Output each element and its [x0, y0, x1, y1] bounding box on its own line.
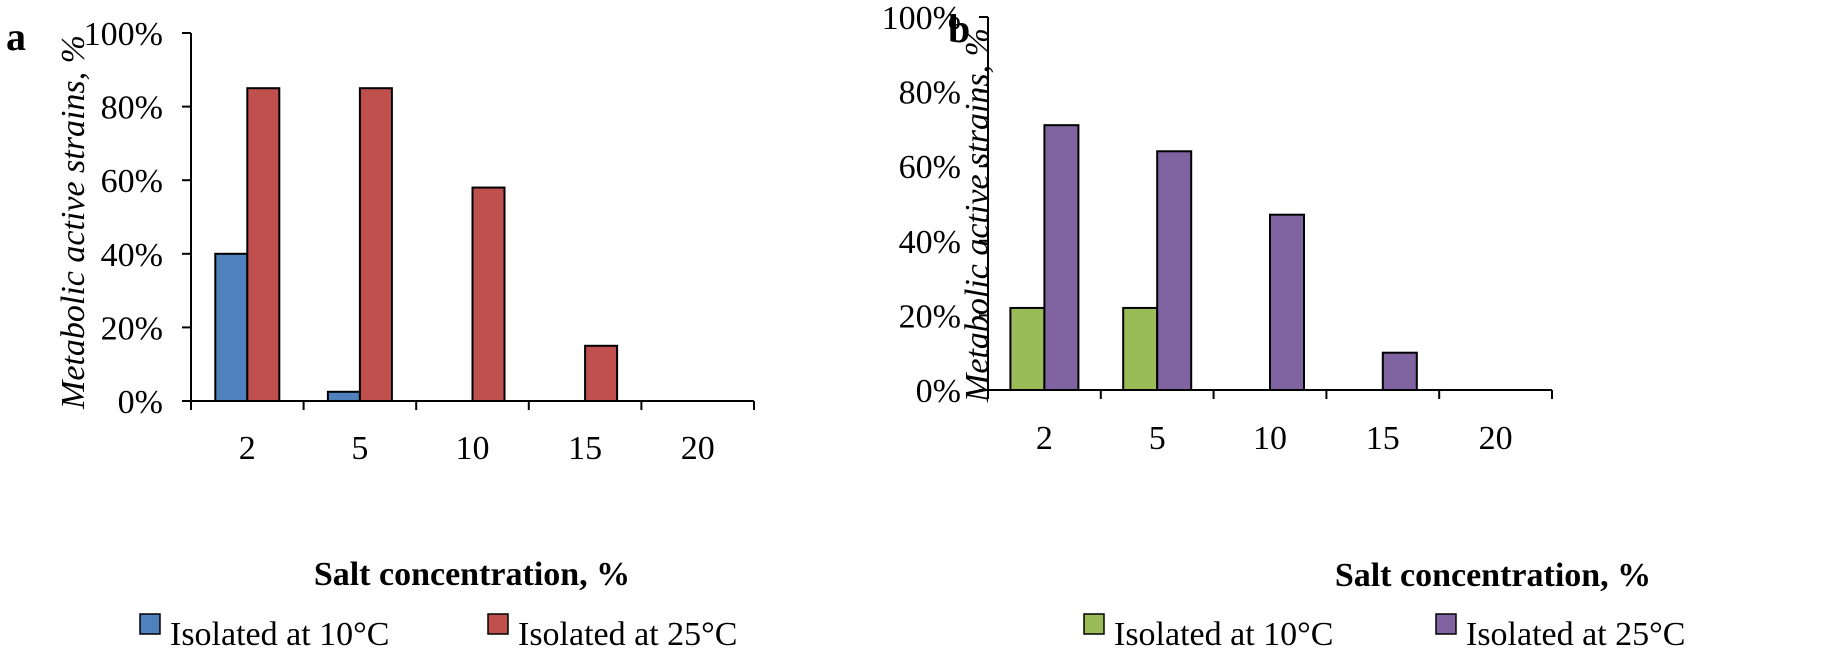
legend-item: Isolated at 25°C: [1435, 613, 1685, 653]
legend-item: Isolated at 25°C: [487, 613, 737, 653]
panel-label: b: [948, 6, 970, 51]
x-tick-label: 2: [239, 430, 256, 467]
y-tick-label: 80%: [101, 90, 163, 127]
x-tick-label: 15: [1366, 420, 1400, 457]
x-tick-label: 5: [351, 430, 368, 467]
y-tick-label: 40%: [101, 237, 163, 274]
x-tick-label: 20: [1479, 420, 1513, 457]
bar: [1269, 213, 1305, 391]
legend-swatch: [1083, 613, 1105, 635]
x-axis-title: Salt concentration, %: [1335, 557, 1651, 594]
legend-label: Isolated at 10°C: [170, 616, 389, 653]
bar: [214, 252, 249, 402]
bar: [1043, 124, 1080, 391]
y-tick-label: 60%: [101, 163, 163, 200]
bar: [471, 186, 506, 402]
x-tick-label: 5: [1149, 420, 1166, 457]
legend-label: Isolated at 25°C: [1466, 616, 1685, 653]
legend: Isolated at 10°C Isolated at 25°C: [139, 613, 737, 653]
y-tick-label: 100%: [84, 16, 163, 53]
x-tick-label: 2: [1036, 420, 1053, 457]
legend-label: Isolated at 10°C: [1114, 616, 1333, 653]
y-tick-label: 100%: [882, 0, 961, 37]
x-tick-label: 15: [568, 430, 602, 467]
panel-label: a: [6, 14, 26, 59]
legend-swatch: [1435, 613, 1457, 635]
chart-panel-a: a Metabolic active strains, % Salt conce…: [6, 14, 755, 653]
y-axis-title: Metabolic active strains, %: [55, 35, 92, 410]
bar: [246, 87, 281, 402]
y-tick-label: 0%: [916, 373, 961, 410]
y-tick-label: 20%: [101, 310, 163, 347]
bar: [1009, 306, 1046, 391]
y-tick-label: 60%: [899, 149, 961, 186]
x-tick-label: 10: [456, 430, 490, 467]
x-tick-label: 10: [1253, 420, 1287, 457]
bar: [358, 87, 393, 402]
chart-panel-b: b Metabolic active strains, % Salt conce…: [882, 0, 1686, 653]
y-axis-title: Metabolic active strains, %: [959, 28, 996, 403]
y-tick-label: 20%: [899, 298, 961, 335]
legend-item: Isolated at 10°C: [139, 613, 389, 653]
bar: [1156, 150, 1193, 391]
bar: [584, 344, 619, 402]
legend-label: Isolated at 25°C: [518, 616, 737, 653]
bar: [1122, 306, 1159, 391]
y-tick-label: 40%: [899, 224, 961, 261]
bar: [1381, 351, 1418, 392]
x-axis-title: Salt concentration, %: [314, 556, 630, 593]
legend-swatch: [139, 613, 161, 635]
y-tick-label: 80%: [899, 75, 961, 112]
legend-item: Isolated at 10°C: [1083, 613, 1333, 653]
x-tick-label: 20: [681, 430, 715, 467]
legend: Isolated at 10°C Isolated at 25°C: [1083, 613, 1685, 653]
legend-swatch: [487, 613, 509, 635]
bar: [326, 390, 361, 402]
y-tick-label: 0%: [118, 384, 163, 421]
